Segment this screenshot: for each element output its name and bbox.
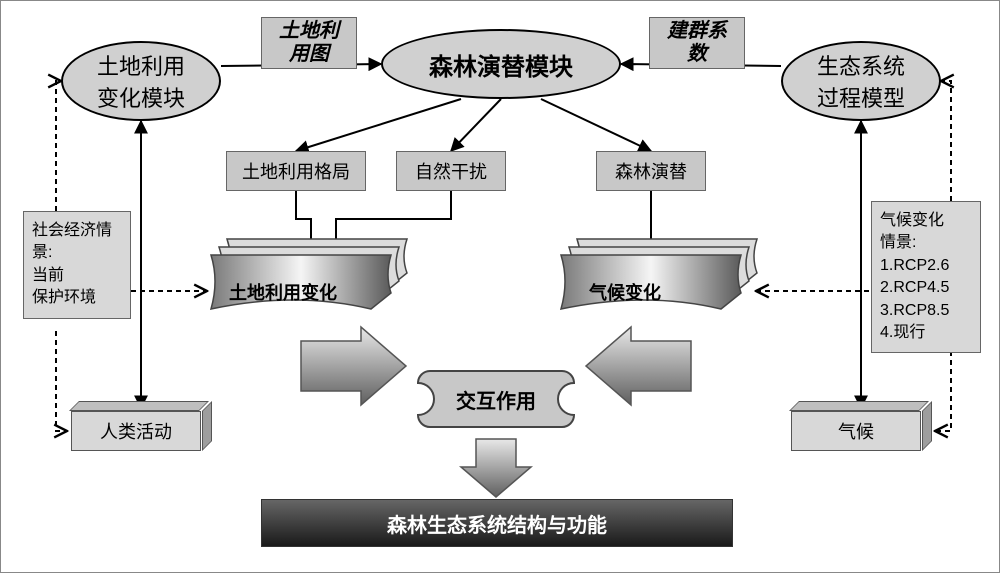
big-arrow-left <box>301 327 406 405</box>
diagram-stage: 土地利用变化模块 森林演替模块 生态系统过程模型 土地利用图 建群系数 土地利用… <box>0 0 1000 573</box>
ellipse-landuse-module: 土地利用变化模块 <box>61 41 221 121</box>
stack-landuse-svg <box>201 233 411 319</box>
edge-scenR-to-climate <box>935 351 951 431</box>
label-landuse-map-text: 土地利用图 <box>279 20 339 66</box>
edge-center-to-disturb <box>451 99 501 151</box>
stack-climate-change: 气候变化 <box>561 249 751 319</box>
label-landuse-map: 土地利用图 <box>261 17 357 69</box>
scen-right-l0: 气候变化 <box>880 210 972 232</box>
box3d-human-label: 人类活动 <box>100 418 172 444</box>
rect-natural-disturbance-text: 自然干扰 <box>415 158 487 184</box>
rect-landuse-pattern-text: 土地利用格局 <box>242 158 350 184</box>
edge-scenL-to-leftellipse <box>56 81 61 211</box>
box3d-human-activity: 人类活动 <box>71 401 211 451</box>
interaction-box: 交互作用 <box>416 369 576 429</box>
rect-natural-disturbance: 自然干扰 <box>396 151 506 191</box>
scen-right-l3: 2.RCP4.5 <box>880 277 972 299</box>
scenario-climate: 气候变化 情景: 1.RCP2.6 2.RCP4.5 3.RCP8.5 4.现行 <box>871 201 981 353</box>
rect-forest-succession: 森林演替 <box>596 151 706 191</box>
big-arrow-right <box>586 327 691 405</box>
big-arrow-down <box>461 439 531 497</box>
box3d-climate-label: 气候 <box>838 418 874 444</box>
scen-right-l1: 情景: <box>880 232 972 254</box>
scenario-socioeconomic: 社会经济情 景: 当前 保护环境 <box>23 211 131 319</box>
ellipse-forest-module: 森林演替模块 <box>381 29 621 99</box>
scen-right-l5: 4.现行 <box>880 322 972 344</box>
rect-landuse-pattern: 土地利用格局 <box>226 151 366 191</box>
ellipse-landuse-label: 土地利用变化模块 <box>97 49 185 113</box>
scen-right-l4: 3.RCP8.5 <box>880 300 972 322</box>
rect-forest-succession-text: 森林演替 <box>615 158 687 184</box>
scen-left-l3: 保护环境 <box>32 287 122 309</box>
label-community-coef-text: 建群系数 <box>667 20 727 66</box>
ellipse-forest-label: 森林演替模块 <box>429 47 573 82</box>
scen-right-l2: 1.RCP2.6 <box>880 255 972 277</box>
scen-left-l1: 景: <box>32 242 122 264</box>
scen-left-l0: 社会经济情 <box>32 220 122 242</box>
stack-landuse-change: 土地利用变化 <box>211 249 401 319</box>
edge-center-to-pattern <box>296 99 461 151</box>
stack-climate-svg <box>551 233 761 319</box>
final-output-label: 森林生态系统结构与功能 <box>387 509 607 538</box>
scen-left-l2: 当前 <box>32 265 122 287</box>
edge-center-to-succession <box>541 99 651 151</box>
final-output-bar: 森林生态系统结构与功能 <box>261 499 733 547</box>
ellipse-ecosystem-label: 生态系统过程模型 <box>817 49 905 113</box>
label-community-coef: 建群系数 <box>649 17 745 69</box>
edge-scenL-to-human <box>56 331 67 431</box>
interaction-label: 交互作用 <box>416 369 576 429</box>
box3d-climate: 气候 <box>791 401 931 451</box>
ellipse-ecosystem-module: 生态系统过程模型 <box>781 41 941 121</box>
edge-scenR-to-rightellipse <box>941 81 951 201</box>
stack-climate-label: 气候变化 <box>589 279 661 305</box>
stack-landuse-label: 土地利用变化 <box>229 279 337 305</box>
